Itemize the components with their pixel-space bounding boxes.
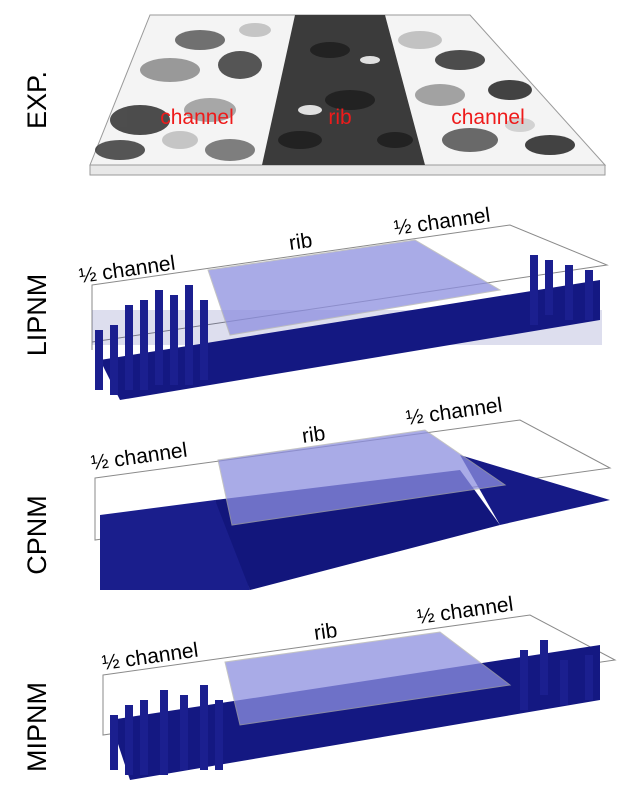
mipnm-label-rib: rib [312,619,338,645]
mipnm-box [102,614,617,736]
mipnm-label-left-half-channel: ½ channel [100,639,199,675]
mipnm-label-right-half-channel: ½ channel [415,593,514,629]
lipnm-label-rib: rib [287,229,313,255]
exp-rib [262,15,425,165]
cpnm-rib-overlay [217,429,507,526]
panel-cpnm: CPNM ½ channel rib ½ channel [22,394,612,590]
exp-slab [89,14,607,176]
exp-rib-texture [278,42,413,149]
cpnm-label-left-half-channel: ½ channel [89,439,188,475]
mipnm-rib-overlay [224,631,512,726]
cpnm-label-rib: rib [300,422,326,448]
panel-mipnm: MIPNM ½ channel rib ½ channel [22,593,617,780]
exp-label-left-channel: channel [160,106,234,129]
row-label-exp: EXP. [22,71,52,129]
lipnm-label-left-half-channel: ½ channel [77,252,176,288]
row-label-mipnm: MIPNM [22,682,52,772]
exp-right-channel-texture [398,31,575,155]
lipnm-box [91,224,609,350]
exp-label-rib: rib [328,106,351,129]
exp-label-right-channel: channel [451,106,525,129]
exp-left-channel-texture [95,23,271,161]
panel-exp: EXP. [22,14,607,176]
row-label-lipnm: LIPNM [22,274,52,357]
panel-lipnm: LIPNM ½ channel rib ½ channel [22,204,609,400]
lipnm-pillars [92,255,602,400]
lipnm-rib-overlay [207,239,502,336]
row-label-cpnm: CPNM [22,495,52,575]
exp-slab-front [89,164,606,176]
